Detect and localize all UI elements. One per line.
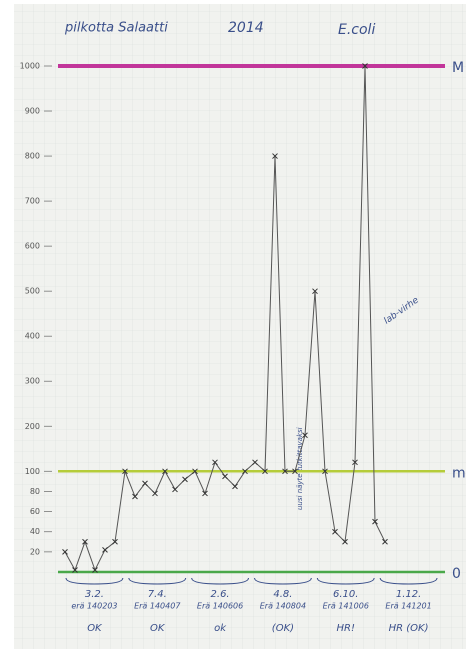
group-batch: Erä 140606 xyxy=(197,602,243,611)
group-date: 4.8. xyxy=(273,589,292,600)
chart-title: pilkotta Salaatti xyxy=(64,21,168,36)
chart: pilkotta Salaatti 2014 E.coli lab-virhe … xyxy=(0,0,473,657)
group-result: ok xyxy=(214,623,227,634)
y-tick-label: 900 xyxy=(25,107,40,116)
group-result: HR! xyxy=(337,623,355,634)
group-batch: Erä 141006 xyxy=(323,602,369,611)
group-result: (OK) xyxy=(272,623,294,634)
y-tick-label: 100 xyxy=(25,467,40,476)
y-tick-label: 700 xyxy=(25,197,40,206)
y-tick-label: 40 xyxy=(30,527,40,536)
y-tick-label: 300 xyxy=(25,377,40,386)
reference-label: M xyxy=(452,60,464,76)
group-date: 6.10. xyxy=(333,589,358,600)
chart-subtitle: 2014 xyxy=(228,20,264,36)
y-tick-label: 1000 xyxy=(20,62,40,71)
group-batch: Erä 140804 xyxy=(260,602,306,611)
y-tick-label: 600 xyxy=(25,242,40,251)
y-tick-label: 60 xyxy=(30,507,40,516)
group-result: OK xyxy=(150,623,166,634)
y-tick-label: 400 xyxy=(25,332,40,341)
group-date: 2.6. xyxy=(211,589,230,600)
y-tick-label: 800 xyxy=(25,152,40,161)
y-tick-label: 20 xyxy=(30,547,40,556)
group-result: HR (OK) xyxy=(389,623,429,634)
y-label: E.coli xyxy=(338,22,375,38)
y-tick-label: 200 xyxy=(25,422,40,431)
group-batch: Erä 140407 xyxy=(134,602,181,611)
y-tick-label: 80 xyxy=(30,487,40,496)
y-tick-label: 500 xyxy=(25,287,40,296)
group-date: 7.4. xyxy=(148,589,167,600)
reference-label: m xyxy=(452,465,466,481)
group-batch: erä 140203 xyxy=(71,602,117,611)
reference-label: 0 xyxy=(452,566,461,582)
group-batch: Erä 141201 xyxy=(385,602,431,611)
group-date: 3.2. xyxy=(85,589,104,600)
group-date: 1.12. xyxy=(396,589,421,600)
group-result: OK xyxy=(87,623,103,634)
